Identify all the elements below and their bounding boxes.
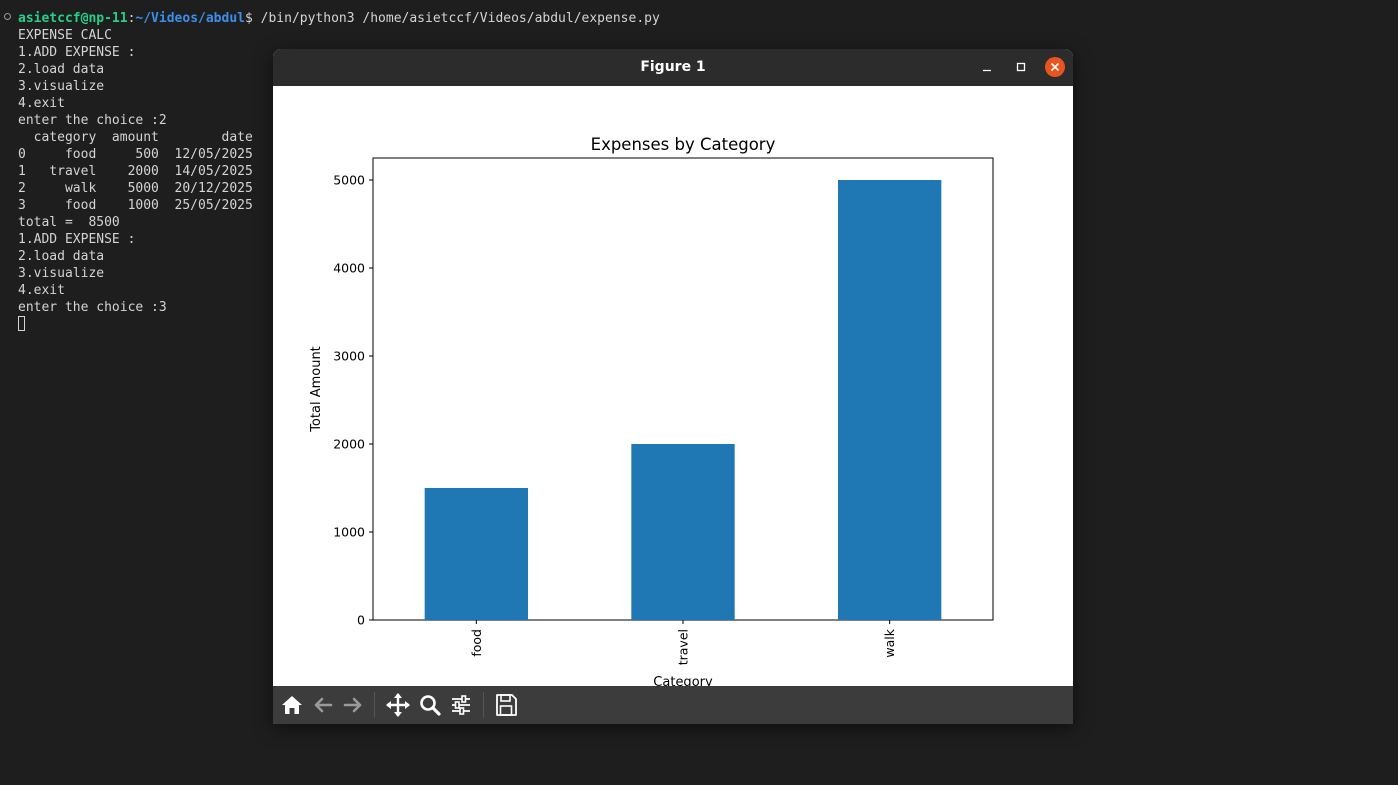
terminal-cursor [18, 316, 25, 331]
close-button[interactable] [1045, 57, 1065, 77]
zoom-button[interactable] [416, 691, 444, 719]
toolbar-separator [374, 692, 375, 718]
x-axis-label: Category [653, 675, 713, 686]
prompt-symbol: $ [244, 11, 253, 26]
minimize-icon [983, 69, 991, 72]
terminal-line: 4.exit [18, 283, 65, 298]
terminal-line: 3.visualize [18, 79, 105, 94]
prompt-separator: : [127, 11, 136, 26]
x-tick-label: food [469, 629, 484, 657]
forward-arrow-icon [343, 697, 362, 713]
window-title: Figure 1 [640, 59, 706, 75]
y-tick-label: 3000 [333, 349, 365, 364]
x-tick-label: travel [676, 629, 691, 665]
terminal-line: 2.load data [18, 249, 105, 264]
terminal-line: category amount date [18, 130, 253, 145]
prompt-status-icon [4, 13, 11, 20]
y-tick-label: 5000 [333, 173, 365, 188]
terminal-line: 4.exit [18, 96, 65, 111]
maximize-icon [1016, 62, 1026, 72]
terminal-line: 3.visualize [18, 266, 105, 281]
minimize-button[interactable] [977, 57, 997, 77]
prompt-path: ~/Videos/abdul [135, 11, 245, 26]
prompt-user-host: asietccf@np-11 [18, 11, 128, 26]
bar-chart: Expenses by Category 0 1000 2000 3000 4000 50… [309, 135, 994, 690]
plot-area[interactable]: Expenses by Category 0 1000 2000 3000 4000 50… [273, 86, 1073, 690]
y-tick-label: 2000 [333, 437, 365, 452]
back-button[interactable] [309, 691, 337, 719]
forward-button[interactable] [339, 691, 367, 719]
close-icon [1050, 62, 1060, 72]
figure-window[interactable]: Figure 1 Expenses by Category 0 1000 2000 3… [273, 49, 1073, 724]
y-tick-label: 0 [357, 613, 365, 628]
save-button[interactable] [492, 691, 520, 719]
terminal-line: EXPENSE CALC [18, 28, 112, 43]
maximize-button[interactable] [1011, 57, 1031, 77]
y-axis-label: Total Amount [309, 346, 324, 433]
back-arrow-icon [314, 697, 333, 713]
terminal-line: 2.load data [18, 62, 105, 77]
bar-travel [631, 444, 735, 620]
bar-food [424, 488, 528, 620]
zoom-icon [420, 695, 441, 716]
pan-icon [386, 693, 410, 717]
toolbar-separator [483, 692, 484, 718]
pan-button[interactable] [384, 691, 412, 719]
y-tick-label: 1000 [333, 525, 365, 540]
configure-subplots-button[interactable] [447, 691, 475, 719]
save-icon [496, 694, 517, 716]
terminal-line: enter the choice :2 [18, 113, 167, 128]
terminal-line: total = 8500 [18, 215, 120, 230]
y-tick-label: 4000 [333, 261, 365, 276]
terminal-line: 3 food 1000 25/05/2025 [18, 198, 253, 213]
terminal-line: 1.ADD EXPENSE : [18, 232, 136, 247]
terminal-line: 1 travel 2000 14/05/2025 [18, 164, 253, 179]
terminal-line: 0 food 500 12/05/2025 [18, 147, 253, 162]
window-titlebar[interactable]: Figure 1 [273, 49, 1073, 87]
figure-toolbar [273, 686, 1073, 724]
configure-subplots-icon [452, 695, 470, 715]
home-icon [282, 696, 302, 714]
terminal-line: 1.ADD EXPENSE : [18, 45, 136, 60]
x-tick-label: walk [882, 628, 897, 657]
prompt-command: /bin/python3 /home/asietccf/Videos/abdul… [252, 11, 660, 26]
chart-title: Expenses by Category [591, 135, 776, 154]
prompt-line: asietccf@np-11:~/Videos/abdul$ /bin/pyth… [18, 10, 660, 27]
terminal-line: enter the choice :3 [18, 300, 167, 315]
terminal-line: 2 walk 5000 20/12/2025 [18, 181, 253, 196]
bar-walk [838, 180, 942, 620]
home-button[interactable] [278, 691, 306, 719]
